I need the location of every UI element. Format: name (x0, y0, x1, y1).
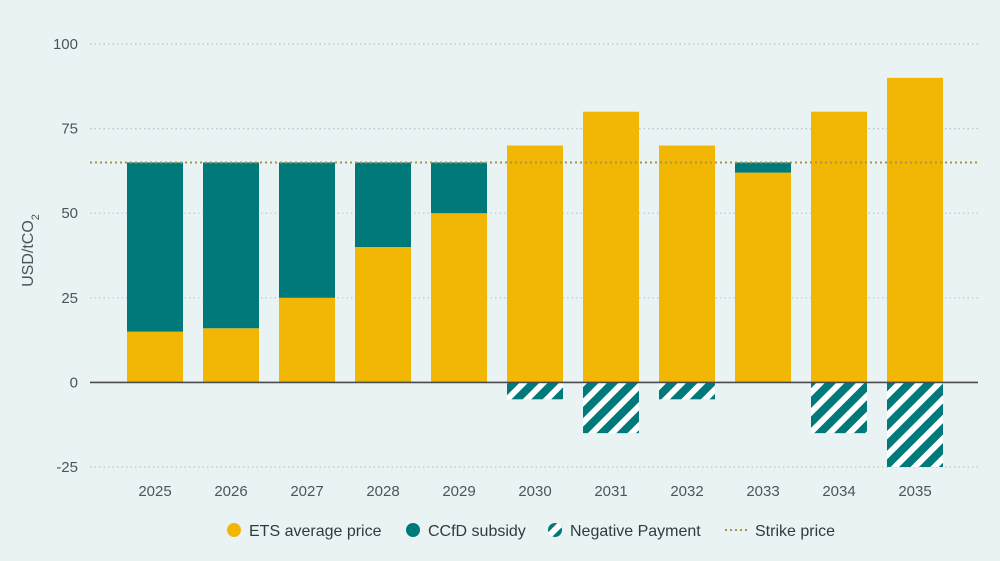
y-tick-label: 50 (61, 205, 78, 222)
y-tick-label: 75 (61, 121, 78, 138)
bar-ets-average-price (507, 145, 563, 383)
legend-label-ccfd: CCfD subsidy (428, 523, 526, 540)
bar-ets-average-price (203, 328, 259, 383)
bar-negative-payment (583, 382, 639, 434)
x-tick-label: 2028 (366, 483, 399, 500)
bar-ccfd-subsidy (355, 162, 411, 248)
x-tick-label: 2026 (214, 483, 247, 500)
bar-negative-payment (507, 382, 563, 400)
x-tick-label: 2033 (746, 483, 779, 500)
legend-marker-negative (548, 523, 562, 537)
bar-ets-average-price (127, 331, 183, 383)
x-tick-label: 2034 (822, 483, 855, 500)
legend-label-strike: Strike price (755, 523, 835, 540)
legend-label-negative: Negative Payment (570, 523, 701, 540)
bar-ets-average-price (659, 145, 715, 383)
x-tick-label: 2035 (898, 483, 931, 500)
y-tick-label: -25 (56, 459, 78, 476)
x-tick-label: 2032 (670, 483, 703, 500)
bar-ccfd-subsidy (127, 162, 183, 332)
bar-ccfd-subsidy (203, 162, 259, 329)
y-tick-label: 25 (61, 290, 78, 307)
bar-ccfd-subsidy (431, 162, 487, 214)
legend-label-ets: ETS average price (249, 523, 382, 540)
bar-ets-average-price (887, 77, 943, 383)
y-tick-label: 100 (53, 36, 78, 53)
bar-ets-average-price (583, 111, 639, 383)
y-axis-title: USD/tCO2 (20, 214, 42, 287)
bar-ets-average-price (279, 297, 335, 383)
bar-negative-payment (659, 382, 715, 400)
legend-marker-ets (227, 523, 241, 537)
bar-ets-average-price (735, 172, 791, 383)
bar-ccfd-subsidy (735, 162, 791, 173)
bar-ets-average-price (355, 247, 411, 383)
bar-negative-payment (887, 382, 943, 467)
bar-ets-average-price (811, 111, 867, 383)
x-tick-label: 2031 (594, 483, 627, 500)
x-tick-label: 2025 (138, 483, 171, 500)
y-tick-label: 0 (70, 374, 78, 391)
bar-ets-average-price (431, 213, 487, 383)
x-tick-label: 2030 (518, 483, 551, 500)
bar-negative-payment (811, 382, 867, 434)
x-tick-label: 2027 (290, 483, 323, 500)
bar-ccfd-subsidy (279, 162, 335, 298)
legend-marker-ccfd (406, 523, 420, 537)
x-tick-label: 2029 (442, 483, 475, 500)
